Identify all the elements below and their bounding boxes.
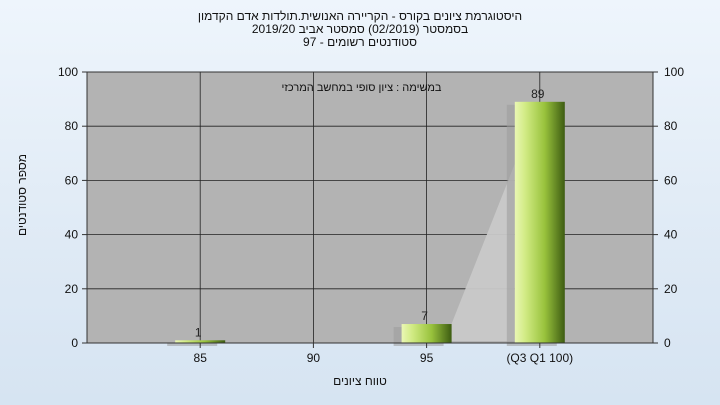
x-tick-label: 85 — [194, 351, 208, 365]
chart-title-line-2: בסמסטר (02/2019) סמסטר אביב 2019/20 — [251, 22, 469, 36]
y-tick-label-left: 80 — [65, 119, 79, 133]
y-tick-label-left: 20 — [65, 282, 79, 296]
chart-title-line-3: סטודנטים רשומים - 97 — [303, 35, 417, 49]
bar-value-label: 89 — [531, 87, 545, 101]
bar — [175, 340, 226, 343]
plot-area — [87, 72, 653, 343]
y-axis-label: מספר סטודנטים — [15, 153, 29, 237]
y-tick-label-right: 80 — [664, 119, 678, 133]
y-tick-label-right: 100 — [664, 65, 684, 79]
bar-value-label: 7 — [421, 309, 428, 323]
chart-annotation: במשימה : ציון סופי במחשב המרכזי — [282, 82, 442, 94]
bar-value-label: 1 — [195, 325, 202, 339]
y-tick-label-right: 20 — [664, 282, 678, 296]
chart-title-block: היסטוגרמת ציונים בקורס - הקריירה האנושית… — [0, 10, 720, 49]
bar-shadow-offset — [167, 343, 218, 346]
y-tick-label-left: 40 — [65, 228, 79, 242]
bar — [401, 324, 452, 343]
plot-border — [86, 71, 654, 344]
y-tick-label-left: 60 — [65, 173, 79, 187]
bar — [514, 101, 565, 343]
x-tick-label: 95 — [420, 351, 434, 365]
x-tick-label: 90 — [307, 351, 321, 365]
y-tick-label-right: 40 — [664, 228, 678, 242]
chart-title-line-1: היסטוגרמת ציונים בקורס - הקריירה האנושית… — [197, 9, 523, 23]
y-tick-label-left: 0 — [71, 336, 78, 350]
x-axis-label: טווח ציונים — [333, 374, 387, 388]
y-tick-label-right: 60 — [664, 173, 678, 187]
axis-ticks: 0 0 20 20 40 40 60 60 80 80 100 100 85 90 95 (Q3 Q1 100… — [58, 65, 684, 365]
y-tick-label-right: 0 — [664, 336, 671, 350]
y-tick-label-left: 100 — [58, 65, 78, 79]
x-tick-label: (Q3 Q1 100) — [506, 351, 573, 365]
bar-shadow — [444, 163, 515, 341]
